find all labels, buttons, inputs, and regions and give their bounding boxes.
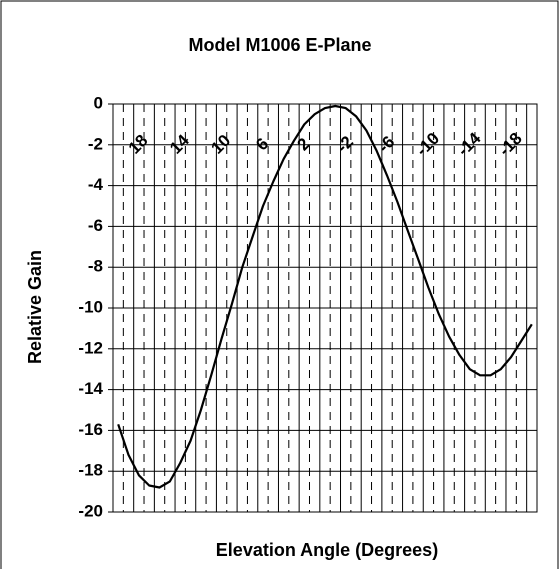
y-tick-label: -8 bbox=[88, 257, 103, 276]
x-tick-label: -2 bbox=[333, 132, 357, 156]
x-axis-label: Elevation Angle (Degrees) bbox=[216, 540, 438, 560]
y-tick-label: -10 bbox=[78, 297, 103, 316]
y-tick-label: -16 bbox=[78, 420, 103, 439]
x-tick-label: -18 bbox=[495, 129, 526, 160]
y-tick-label: 0 bbox=[94, 93, 103, 112]
x-tick-label: 10 bbox=[207, 131, 234, 158]
y-tick-label: -6 bbox=[88, 216, 103, 235]
y-tick-label: -18 bbox=[78, 461, 103, 480]
x-tick-label: -14 bbox=[454, 128, 485, 159]
plot-border bbox=[112, 103, 538, 513]
y-tick-label: -4 bbox=[88, 175, 104, 194]
x-tick-label: 6 bbox=[252, 134, 272, 154]
x-tick-label: 14 bbox=[166, 130, 193, 157]
y-axis-label: Relative Gain bbox=[25, 250, 45, 364]
chart-title: Model M1006 E-Plane bbox=[188, 35, 371, 55]
x-tick-label: 18 bbox=[125, 131, 152, 158]
x-tick-label: -10 bbox=[412, 129, 443, 160]
y-tick-label: -2 bbox=[88, 134, 103, 153]
y-tick-label: -20 bbox=[78, 501, 103, 520]
y-tick-label: -14 bbox=[78, 379, 103, 398]
line-series bbox=[117, 104, 533, 489]
y-tick-label: -12 bbox=[78, 338, 103, 357]
